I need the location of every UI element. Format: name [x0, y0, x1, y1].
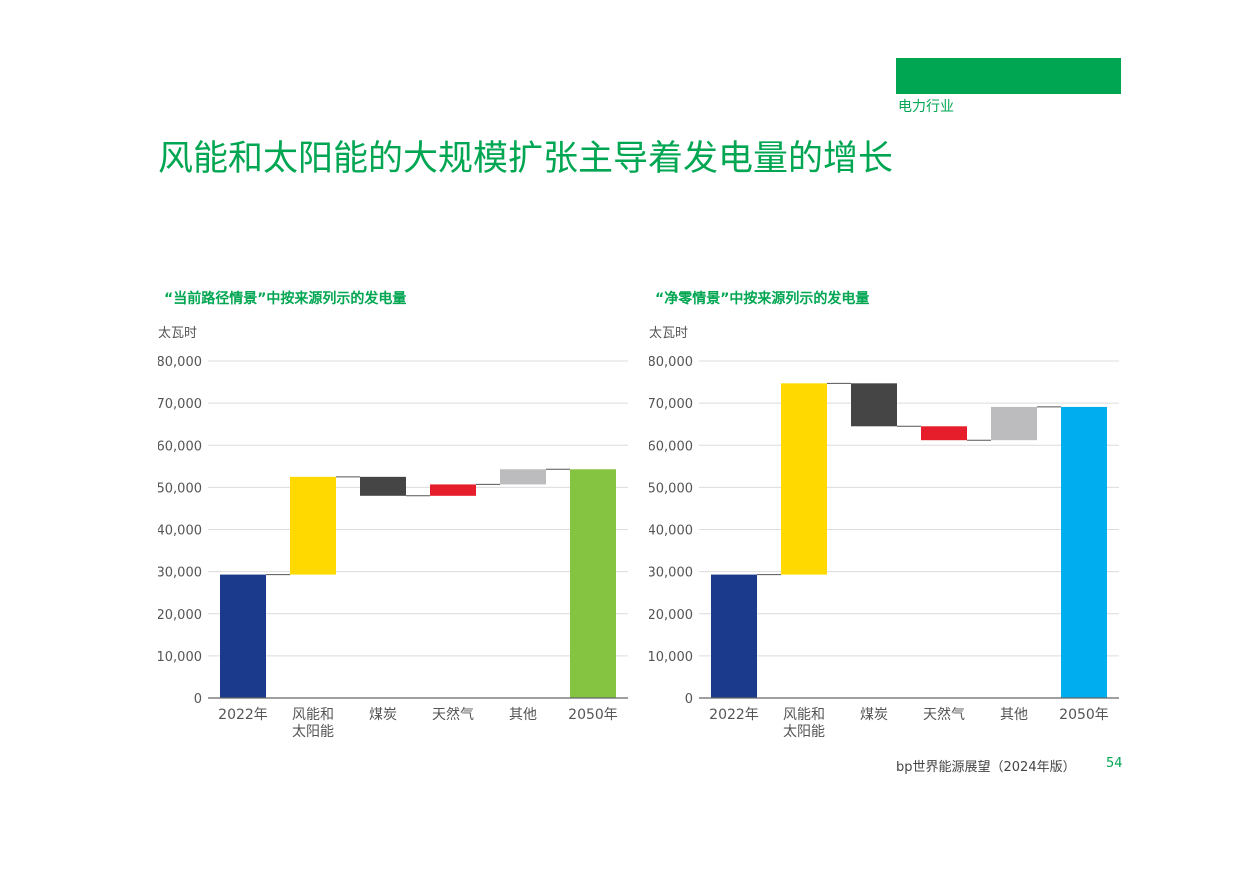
y-tick-label: 80,000: [158, 355, 202, 370]
chart-title: “净零情景”中按来源列示的发电量: [655, 291, 870, 307]
waterfall-bar: [851, 383, 897, 427]
y-tick-label: 0: [685, 692, 693, 707]
section-tag-bar: [896, 58, 1121, 94]
x-tick-label: 风能和: [292, 707, 334, 723]
y-tick-label: 50,000: [158, 481, 202, 496]
x-tick-label: 天然气: [432, 706, 474, 723]
x-tick-label: 煤炭: [369, 707, 397, 723]
x-tick-label: 太阳能: [292, 724, 334, 740]
x-tick-label: 其他: [509, 707, 537, 723]
x-tick-label: 风能和: [783, 707, 825, 723]
y-tick-label: 50,000: [649, 481, 693, 496]
waterfall-bar: [711, 574, 757, 698]
y-tick-label: 10,000: [649, 650, 693, 665]
y-tick-label: 60,000: [649, 439, 693, 454]
waterfall-bar: [991, 406, 1037, 441]
y-tick-label: 70,000: [158, 397, 202, 412]
x-tick-label: 其他: [1000, 707, 1028, 723]
y-tick-label: 60,000: [158, 439, 202, 454]
y-tick-label: 70,000: [649, 397, 693, 412]
y-tick-label: 40,000: [158, 524, 202, 539]
chart-net-zero-svg: 0 10,000 20,000 30,000 40,000 50,000 60,000 70,…: [649, 355, 1119, 740]
y-tick-label: 30,000: [649, 566, 693, 581]
y-tick-label: 30,000: [158, 566, 202, 581]
waterfall-bar: [290, 476, 336, 575]
section-label: 电力行业: [898, 99, 954, 115]
y-axis-unit-label: 太瓦时: [649, 326, 689, 341]
y-tick-label: 20,000: [158, 608, 202, 623]
y-axis-unit-label: 太瓦时: [158, 326, 198, 341]
x-tick-label: 天然气: [923, 706, 965, 723]
waterfall-bar: [781, 383, 827, 575]
x-tick-label: 2022年: [709, 707, 759, 723]
waterfall-bar: [430, 484, 476, 496]
y-tick-label: 40,000: [649, 524, 693, 539]
chart-current-trajectory: 0 10,000 20,000 30,000 40,000 50,000 60,000 70,…: [158, 284, 638, 754]
waterfall-bar: [570, 469, 616, 698]
waterfall-bar: [360, 476, 406, 496]
chart-current-trajectory-svg: 0 10,000 20,000 30,000 40,000 50,000 60,000 70,…: [158, 355, 628, 740]
page-number: 54: [1106, 756, 1123, 771]
y-tick-label: 0: [194, 692, 202, 707]
x-tick-label: 煤炭: [860, 707, 888, 723]
waterfall-bar: [921, 426, 967, 441]
x-tick-label: 太阳能: [783, 724, 825, 740]
chart-title: “当前路径情景”中按来源列示的发电量: [164, 291, 407, 307]
x-tick-label: 2022年: [218, 707, 268, 723]
x-tick-label: 2050年: [568, 707, 618, 723]
waterfall-bar: [500, 469, 546, 485]
y-tick-label: 80,000: [649, 355, 693, 370]
chart-net-zero: 0 10,000 20,000 30,000 40,000 50,000 60,000 70,…: [649, 284, 1129, 754]
waterfall-bar: [220, 574, 266, 698]
waterfall-bar: [1061, 406, 1107, 698]
y-tick-label: 20,000: [649, 608, 693, 623]
page-title: 风能和太阳能的大规模扩张主导着发电量的增长: [158, 139, 894, 179]
x-tick-label: 2050年: [1059, 707, 1109, 723]
footer-source: bp世界能源展望（2024年版）: [896, 760, 1076, 775]
y-tick-label: 10,000: [158, 650, 202, 665]
